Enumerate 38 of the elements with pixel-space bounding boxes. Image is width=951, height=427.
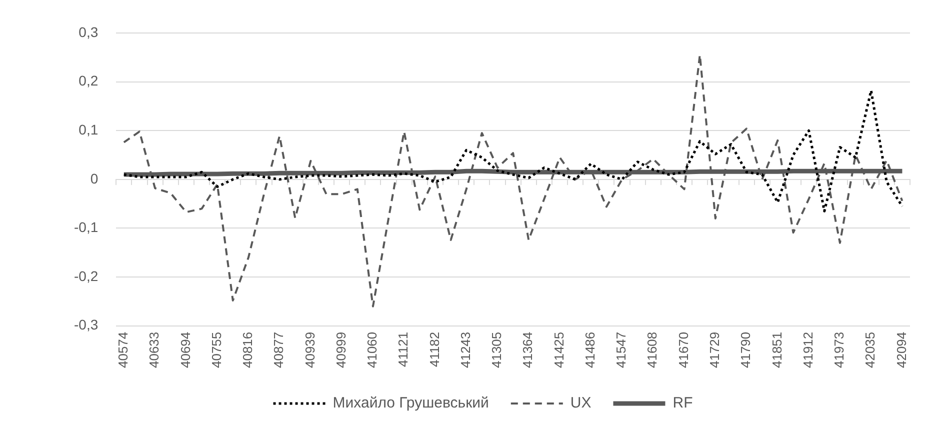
x-tick-label: 40939 — [302, 332, 318, 368]
x-tick-label: 41729 — [707, 332, 722, 368]
x-tick-label: 41547 — [614, 332, 629, 368]
x-tick-label: 41182 — [426, 332, 442, 368]
x-tick-label: 41364 — [520, 332, 536, 368]
line-series — [122, 54, 904, 308]
x-tick-label: 41121 — [396, 332, 411, 368]
line-series — [122, 89, 904, 212]
y-tick-label: 0,3 — [78, 24, 98, 40]
y-tick-label: -0,3 — [74, 316, 98, 333]
legend-label: UX — [570, 394, 592, 412]
x-tick-label: 41425 — [551, 332, 566, 368]
x-tick-label: 40755 — [208, 332, 224, 368]
legend-label: RF — [672, 394, 693, 412]
x-tick-label: 41790 — [738, 332, 754, 368]
x-tick-label: 41305 — [489, 332, 504, 368]
x-tick-label: 41973 — [832, 332, 847, 368]
x-tick-label: 41060 — [364, 332, 380, 368]
y-tick-label: -0,1 — [74, 219, 98, 236]
x-tick-label: 40877 — [271, 332, 286, 368]
x-tick-label: 41912 — [800, 332, 816, 368]
y-tick-label: 0,2 — [78, 72, 98, 89]
y-tick-label: 0,1 — [78, 121, 98, 138]
x-tick-label: 41608 — [644, 332, 660, 368]
x-tick-label: 41670 — [676, 332, 691, 368]
x-tick-label: 40816 — [240, 332, 256, 368]
x-tick-label: 41243 — [458, 332, 473, 368]
legend-label: Михайло Грушевський — [332, 394, 489, 412]
x-tick-label: 42035 — [862, 332, 878, 368]
x-tick-label: 42094 — [894, 332, 909, 368]
x-tick-label: 40999 — [333, 332, 348, 368]
x-tick-label: 40694 — [178, 332, 193, 368]
y-tick-label: -0,2 — [74, 268, 98, 284]
y-tick-label: 0 — [90, 170, 98, 186]
x-tick-label: 40633 — [146, 332, 162, 368]
x-tick-label: 41851 — [769, 332, 784, 368]
x-tick-label: 41486 — [582, 332, 598, 368]
x-tick-label: 40574 — [115, 332, 130, 368]
